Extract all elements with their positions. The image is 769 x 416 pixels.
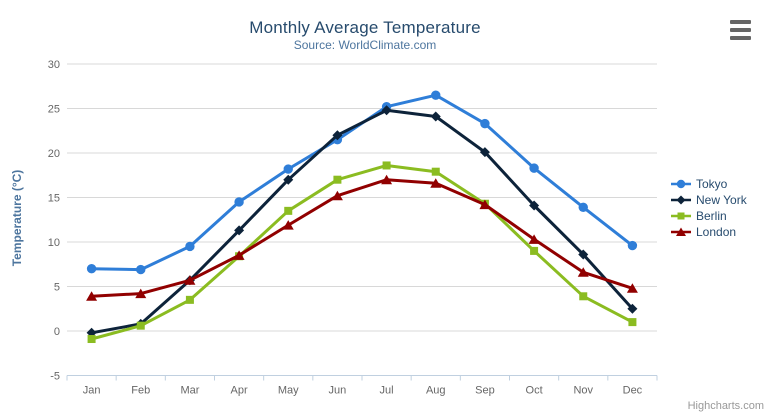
legend-label: New York: [696, 193, 747, 207]
legend-label: London: [696, 225, 737, 239]
svg-text:30: 30: [48, 59, 60, 71]
series-tokyo[interactable]: [86, 90, 638, 275]
legend-item-london[interactable]: London: [671, 224, 747, 240]
svg-text:Aug: Aug: [426, 385, 446, 397]
circle-marker-icon: [671, 179, 691, 189]
legend-item-berlin[interactable]: Berlin: [671, 208, 747, 224]
credits-link[interactable]: Highcharts.com: [687, 400, 764, 412]
hamburger-menu-icon: [730, 28, 751, 32]
svg-text:Apr: Apr: [231, 385, 248, 397]
legend-label: Berlin: [696, 209, 727, 223]
export-menu-button[interactable]: [730, 19, 754, 41]
series-new-york[interactable]: [86, 105, 638, 338]
square-marker-icon: [671, 212, 691, 220]
chart-title: Monthly Average Temperature: [249, 18, 481, 37]
svg-text:10: 10: [48, 237, 60, 249]
series-london[interactable]: [86, 174, 638, 301]
svg-text:Sep: Sep: [475, 385, 495, 397]
hamburger-menu-icon: [730, 20, 751, 24]
diamond-marker-icon: [671, 195, 691, 205]
svg-text:Oct: Oct: [526, 385, 543, 397]
svg-text:Nov: Nov: [573, 385, 593, 397]
svg-text:25: 25: [48, 104, 60, 116]
svg-text:15: 15: [48, 193, 60, 205]
legend-label: Tokyo: [696, 177, 728, 191]
svg-text:Jun: Jun: [329, 385, 347, 397]
svg-text:20: 20: [48, 148, 60, 160]
triangle-marker-icon: [671, 227, 691, 236]
chart-subtitle: Source: WorldClimate.com: [293, 38, 437, 52]
svg-text:Dec: Dec: [623, 385, 643, 397]
svg-text:Feb: Feb: [131, 385, 150, 397]
svg-text:Mar: Mar: [180, 385, 199, 397]
svg-text:0: 0: [54, 326, 60, 338]
legend-item-new-york[interactable]: New York: [671, 192, 747, 208]
x-axis: Jan Feb Mar Apr May Jun Jul Aug Sep Oct Nov Dec: [66, 375, 658, 397]
svg-text:Jul: Jul: [380, 385, 394, 397]
y-axis-labels: -5 0 5 10 15 20 25 30: [48, 59, 60, 383]
legend-item-tokyo[interactable]: Tokyo: [671, 176, 747, 192]
legend: Tokyo New York Berlin London: [671, 176, 747, 240]
svg-text:May: May: [278, 385, 299, 397]
svg-text:-5: -5: [50, 371, 60, 383]
hamburger-menu-icon: [730, 36, 751, 40]
svg-text:5: 5: [54, 282, 60, 294]
svg-text:Jan: Jan: [83, 385, 101, 397]
